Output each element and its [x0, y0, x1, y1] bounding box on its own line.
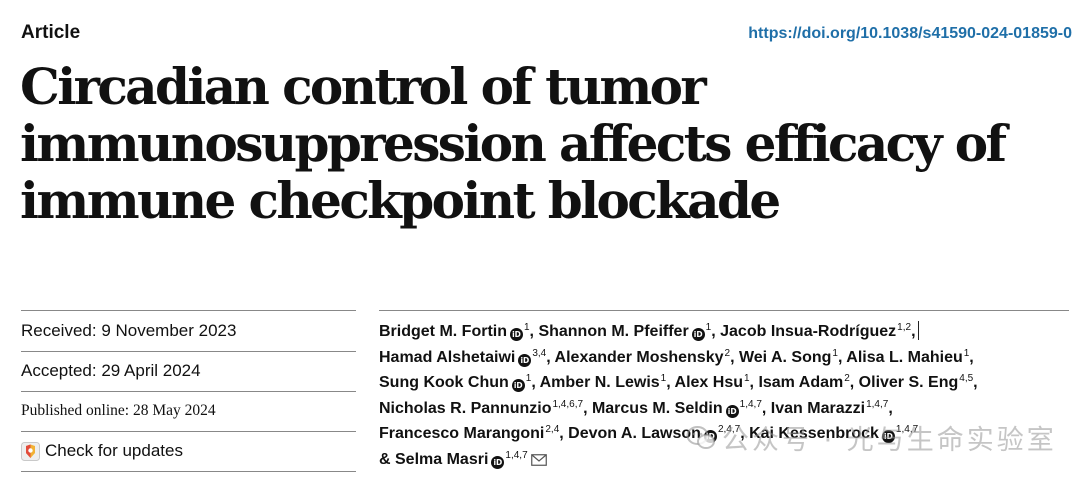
author-name[interactable]: Amber N. Lewis — [539, 374, 660, 392]
author-separator: , — [888, 399, 893, 417]
author-name[interactable]: Bridget M. Fortin — [379, 323, 507, 340]
orcid-icon[interactable]: iD — [703, 430, 717, 444]
author-name[interactable]: Alex Hsu — [674, 374, 743, 392]
author-separator: , — [749, 374, 759, 392]
author-separator: , — [559, 425, 569, 443]
author-separator: , — [583, 399, 592, 417]
title-line: immune checkpoint blockade — [20, 171, 781, 230]
author-separator: , — [730, 348, 739, 366]
affiliation-superscript: 1 — [660, 373, 667, 385]
author-name[interactable]: Oliver S. Eng — [858, 374, 959, 392]
check-for-updates-icon — [21, 441, 40, 461]
affiliation-superscript: 1,4,6,7 — [552, 398, 584, 410]
orcid-icon[interactable]: iD — [491, 455, 505, 469]
author-line: Nicholas R. Pannunzio1,4,6,7, Marcus M. … — [379, 396, 1069, 422]
date-divider — [21, 391, 356, 392]
author-separator: , — [666, 374, 675, 392]
affiliation-superscript: 1 — [832, 347, 838, 359]
author-name[interactable]: Nicholas R. Pannunzio — [379, 399, 552, 417]
affiliation-superscript: 2 — [844, 373, 850, 385]
orcid-icon[interactable]: iD — [518, 353, 532, 367]
author-separator: , — [849, 374, 859, 392]
author-separator: , — [969, 348, 974, 366]
author-list: Bridget M. Fortin iD1, Shannon M. Pfeiffe… — [379, 319, 1069, 473]
author-name[interactable]: Alisa L. Mahieu — [846, 348, 963, 366]
affiliation-superscript: 4,5 — [959, 373, 974, 385]
author-name[interactable]: Hamad Alshetaiwi — [379, 348, 516, 366]
received-date: Received: 9 November 2023 — [21, 321, 237, 340]
affiliation-superscript: 1,2 — [897, 322, 912, 333]
affiliation-superscript: 1 — [705, 322, 712, 333]
author-name[interactable]: Wei A. Song — [738, 348, 832, 366]
orcid-icon[interactable]: iD — [511, 379, 525, 393]
author-separator: , — [546, 348, 555, 366]
authors-top-rule — [379, 310, 1069, 311]
affiliation-superscript: 1 — [523, 322, 530, 333]
check-for-updates-button[interactable]: Check for updates — [21, 441, 183, 461]
author-separator: , — [711, 323, 721, 340]
date-divider — [21, 351, 356, 352]
text-cursor — [917, 321, 919, 340]
author-name[interactable]: Kai Kessenbrock — [749, 425, 879, 443]
article-type-label: Article — [21, 22, 81, 43]
affiliation-superscript: 2,4 — [545, 424, 560, 436]
author-separator: , — [761, 399, 771, 417]
orcid-icon[interactable]: iD — [725, 404, 739, 418]
author-line: & Selma Masri iD1,4,7 — [379, 447, 1069, 473]
author-name[interactable]: Alexander Moshensky — [554, 348, 724, 366]
author-separator: , — [740, 425, 750, 443]
published-date: Published online: 28 May 2024 — [21, 402, 216, 419]
author-line: Bridget M. Fortin iD1, Shannon M. Pfeiffe… — [379, 319, 1069, 345]
affiliation-superscript: 1,4,7 — [895, 424, 919, 436]
author-line: Sung Kook Chun iD1, Amber N. Lewis1, Alex… — [379, 370, 1069, 396]
author-separator: , — [529, 323, 539, 340]
author-name[interactable]: Isam Adam — [758, 374, 844, 392]
orcid-icon[interactable]: iD — [509, 328, 523, 341]
check-for-updates-label: Check for updates — [45, 441, 183, 460]
author-name[interactable]: & Selma Masri — [379, 450, 489, 468]
dates-bottom-rule — [21, 471, 356, 472]
author-name[interactable]: Devon A. Lawson — [568, 425, 701, 443]
title-line: immunosuppression affects efficacy of — [20, 114, 1007, 173]
affiliation-superscript: 1,4,7 — [739, 398, 762, 410]
author-name[interactable]: Marcus M. Seldin — [591, 399, 723, 417]
orcid-icon[interactable]: iD — [691, 328, 705, 341]
author-name[interactable]: Shannon M. Pfeiffer — [538, 323, 689, 340]
email-icon[interactable] — [530, 454, 547, 466]
accepted-date: Accepted: 29 April 2024 — [21, 361, 201, 380]
dates-top-rule — [21, 310, 356, 311]
author-name[interactable]: Ivan Marazzi — [770, 399, 866, 417]
doi-link[interactable]: https://doi.org/10.1038/s41590-024-01859… — [748, 25, 1072, 42]
affiliation-superscript: 1,4,7 — [866, 398, 889, 410]
affiliation-superscript: 2,4,7 — [717, 424, 741, 436]
author-line: Hamad Alshetaiwi iD3,4, Alexander Moshens… — [379, 345, 1069, 371]
article-title: Circadian control of tumor immunosuppres… — [20, 58, 1060, 229]
affiliation-superscript: 1 — [743, 373, 750, 385]
affiliation-superscript: 2 — [724, 347, 731, 359]
author-name[interactable]: Jacob Insua-Rodríguez — [720, 323, 897, 340]
author-separator: , — [973, 374, 978, 392]
affiliation-superscript: 1,4,7 — [505, 449, 528, 461]
author-separator: , — [911, 323, 916, 340]
author-name[interactable]: Sung Kook Chun — [379, 374, 509, 392]
title-line: Circadian control of tumor — [20, 57, 707, 116]
author-separator: , — [531, 374, 540, 392]
affiliation-superscript: 1 — [963, 347, 970, 359]
author-name[interactable]: Francesco Marangoni — [379, 425, 545, 443]
affiliation-superscript: 1 — [525, 373, 532, 385]
author-line: Francesco Marangoni2,4, Devon A. Lawson i… — [379, 421, 1069, 447]
affiliation-superscript: 3,4 — [532, 347, 547, 359]
author-separator: , — [837, 348, 847, 366]
date-divider — [21, 431, 356, 432]
orcid-icon[interactable]: iD — [881, 430, 895, 444]
